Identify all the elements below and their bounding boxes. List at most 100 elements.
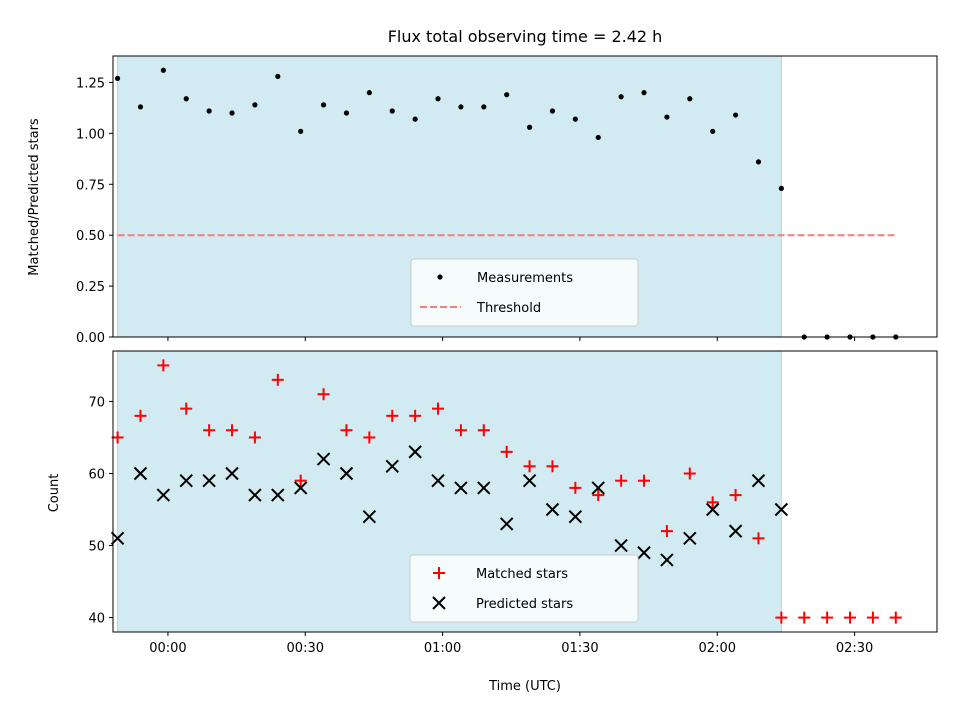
x-stroke-b [362, 510, 377, 524]
x-tick-label: 01:30 [561, 641, 598, 656]
measurement-point [343, 110, 350, 116]
x-stroke-b [522, 473, 537, 488]
matched-star-point [477, 424, 490, 437]
matched-star-point [775, 611, 788, 624]
matched-star-point [226, 424, 239, 437]
y-tick-label: 0.50 [76, 229, 105, 244]
x-stroke-b [591, 481, 605, 495]
x-stroke-b [454, 481, 468, 495]
x-stroke-b [431, 473, 445, 488]
matched-star-point [821, 611, 834, 624]
measurement-point [549, 108, 556, 114]
matched-star-point [271, 373, 284, 386]
y-tick-label: 40 [88, 612, 105, 627]
measurement-point [710, 128, 716, 134]
ratio-panel: 0.00 0.25 0.50 0.75 1.00 1.25 Flux total obse… [27, 27, 938, 346]
measurement-point [206, 108, 212, 114]
matched-star-point [889, 611, 902, 624]
bottom-legend-box [409, 554, 639, 623]
x-tick-label: 02:00 [699, 641, 736, 656]
top-y-axis-label: Matched/Predicted stars [27, 118, 42, 276]
measurement-point [481, 104, 487, 110]
predicted-star-point [477, 481, 491, 495]
predicted-star-point [179, 473, 193, 488]
matched-star-point [248, 431, 261, 444]
x-stroke-b [110, 531, 125, 546]
bottom-axes-frame [112, 350, 938, 633]
x-stroke-b [774, 502, 789, 517]
matched-star-point [454, 424, 467, 437]
x-stroke-b [156, 488, 171, 502]
matched-star-point [523, 460, 536, 473]
predicted-star-point [751, 473, 766, 488]
matched-star-point [157, 359, 170, 372]
x-stroke-b [499, 517, 514, 531]
predicted-star-point [454, 481, 468, 495]
y-tick-label: 70 [88, 395, 105, 410]
predicted-star-point [385, 459, 399, 473]
y-tick-label: 0.25 [76, 280, 105, 295]
matched-star-point [432, 402, 445, 415]
measurement-point [755, 159, 762, 165]
measurement-point [595, 134, 601, 141]
predicted-star-point [248, 488, 262, 502]
x-stroke-b [225, 466, 239, 481]
matched-star-point [615, 474, 628, 487]
predicted-star-point [637, 546, 651, 560]
x-stroke-b [614, 538, 628, 553]
y-tick-label: 60 [88, 467, 105, 482]
matched-star-point [683, 467, 696, 480]
x-stroke-b [202, 473, 216, 488]
matched-star-point [569, 481, 582, 494]
x-stroke-b [545, 502, 560, 517]
measurement-point [412, 116, 418, 122]
legend-matched-marker [433, 567, 445, 579]
y-tick-label: 0.75 [76, 178, 105, 193]
matched-star-point [363, 431, 376, 444]
bottom-y-ticks: 40 50 60 70 [88, 395, 113, 627]
legend-threshold-label: Threshold [476, 301, 541, 316]
x-axis-label: Time (UTC) [488, 679, 561, 694]
y-tick-label: 1.25 [76, 76, 105, 91]
x-stroke-b [293, 481, 308, 495]
predicted-star-point [293, 481, 308, 495]
matched-star-point [706, 496, 719, 509]
predicted-star-point [705, 502, 720, 517]
x-stroke-b [751, 473, 766, 488]
predicted-star-point [683, 531, 697, 546]
predicted-star-point [545, 502, 560, 517]
measurement-point [458, 104, 464, 110]
predicted-star-point [660, 553, 674, 567]
predicted-star-point [774, 502, 789, 517]
count-points [110, 359, 902, 624]
measurement-point [275, 73, 281, 79]
matched-star-point [134, 409, 147, 422]
x-stroke-b [728, 524, 743, 538]
top-axes-frame [112, 55, 938, 338]
x-stroke-b [179, 473, 193, 488]
measurement-point [618, 94, 624, 100]
top-legend: Measurements Threshold [410, 258, 639, 327]
x-stroke-b [385, 459, 399, 473]
predicted-star-point [408, 445, 422, 459]
legend-measurements-marker [437, 274, 443, 280]
measurement-point [664, 114, 670, 120]
measurement-point [229, 110, 235, 116]
measurement-point [526, 124, 533, 130]
chart-title: Flux total observing time = 2.42 h [388, 27, 663, 46]
x-stroke-b [683, 531, 697, 546]
matched-star-point [500, 445, 513, 458]
x-stroke-b [705, 502, 720, 517]
measurement-point [687, 96, 693, 102]
measurement-point [298, 128, 304, 134]
x-stroke-b [133, 466, 148, 481]
x-stroke-b [316, 452, 331, 466]
matched-star-point [111, 431, 124, 444]
measurement-point [435, 96, 441, 102]
measurement-point [389, 108, 395, 114]
predicted-star-point [225, 466, 239, 481]
bottom-legend: Matched stars Predicted stars [409, 554, 639, 623]
x-tick-label: 02:30 [836, 641, 873, 656]
